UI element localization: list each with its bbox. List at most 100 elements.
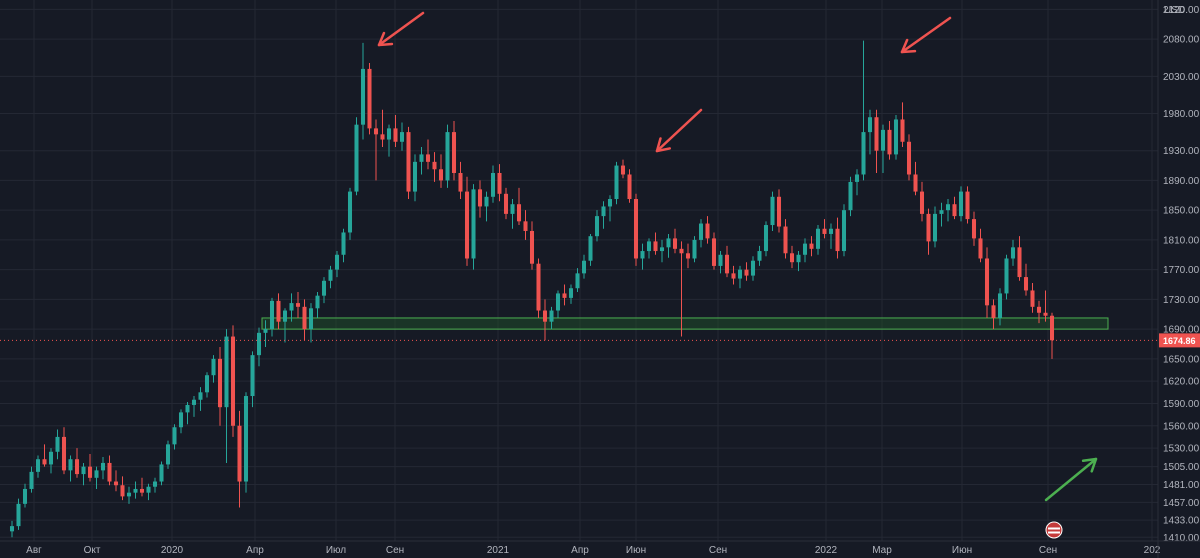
candle-body bbox=[763, 225, 769, 252]
candle-body bbox=[568, 288, 574, 298]
candle-body bbox=[900, 119, 905, 142]
candle-body bbox=[81, 466, 86, 475]
candle-body bbox=[276, 300, 281, 322]
candle-body bbox=[120, 485, 125, 497]
x-tick-label: Апр bbox=[571, 545, 589, 556]
candle-body bbox=[191, 399, 197, 405]
candle-body bbox=[796, 254, 801, 263]
candle-body bbox=[828, 228, 834, 234]
candle-body bbox=[659, 247, 665, 252]
candles-layer bbox=[9, 40, 1055, 538]
candle-body bbox=[68, 459, 73, 471]
candle-body bbox=[48, 451, 54, 465]
candle-body bbox=[263, 329, 268, 333]
candle-body bbox=[347, 191, 353, 233]
candle-body bbox=[991, 305, 996, 318]
candle-body bbox=[22, 488, 28, 504]
candle-body bbox=[1004, 258, 1009, 294]
candle-body bbox=[42, 459, 47, 465]
y-tick-label: 2080.00 bbox=[1163, 35, 1200, 46]
candle-body bbox=[211, 358, 216, 376]
candle-body bbox=[932, 213, 938, 242]
candle-body bbox=[107, 462, 112, 482]
candle-body bbox=[406, 132, 411, 192]
candle-body bbox=[250, 355, 255, 397]
candle-body bbox=[380, 134, 385, 140]
candle-body bbox=[919, 191, 925, 214]
candle-body bbox=[373, 128, 379, 135]
candle-body bbox=[880, 129, 886, 151]
red-arrow-2020-peak-head bbox=[377, 31, 394, 47]
x-tick-label: Сен bbox=[1039, 545, 1057, 556]
candle-body bbox=[282, 310, 288, 322]
candle-body bbox=[243, 396, 249, 482]
candle-body bbox=[256, 332, 262, 356]
candle-body bbox=[386, 128, 392, 140]
y-tick-label: 1730.00 bbox=[1163, 295, 1200, 306]
y-tick-label: 1560.00 bbox=[1163, 421, 1200, 432]
candle-body bbox=[328, 269, 333, 281]
current-price-label: 1674.86 bbox=[1163, 336, 1196, 346]
candle-body bbox=[594, 216, 600, 237]
candle-body bbox=[848, 181, 853, 211]
candle-body bbox=[685, 253, 691, 259]
candle-body bbox=[614, 165, 619, 200]
x-tick-label: Июн bbox=[952, 545, 972, 556]
candle-body bbox=[237, 425, 242, 482]
candle-body bbox=[230, 336, 236, 426]
candle-body bbox=[35, 459, 41, 472]
candle-body bbox=[757, 251, 762, 261]
red-arrow-2022-peak-shaft bbox=[900, 16, 952, 54]
candle-body bbox=[750, 260, 756, 276]
candle-body bbox=[139, 488, 145, 493]
candle-body bbox=[952, 204, 957, 217]
candle-body bbox=[126, 492, 132, 497]
candle-body bbox=[497, 172, 502, 194]
event-marker-stripe bbox=[1048, 531, 1060, 534]
y-tick-label: 1433.00 bbox=[1163, 516, 1200, 527]
candle-body bbox=[490, 172, 496, 197]
candle-body bbox=[575, 273, 580, 289]
event-marker-circle bbox=[1045, 521, 1063, 539]
candle-body bbox=[646, 241, 652, 252]
candle-body bbox=[74, 459, 80, 475]
candle-body bbox=[562, 293, 567, 298]
candle-body bbox=[711, 238, 717, 266]
candle-body bbox=[822, 228, 827, 234]
candle-body bbox=[172, 427, 177, 445]
candle-body bbox=[549, 310, 554, 322]
candle-body bbox=[971, 219, 977, 239]
red-arrow-2021-peak bbox=[655, 108, 703, 153]
y-tick-label: 1410.00 bbox=[1163, 533, 1200, 544]
candle-body bbox=[802, 243, 808, 255]
candle-body bbox=[815, 228, 821, 249]
currency-label: USD bbox=[1164, 5, 1185, 16]
candle-body bbox=[633, 199, 639, 259]
candle-body bbox=[906, 141, 912, 175]
red-arrow-2022-peak-head bbox=[900, 38, 917, 54]
candle-body bbox=[100, 462, 106, 471]
red-arrow-2020-peak-shaft bbox=[377, 11, 425, 47]
candle-body bbox=[165, 444, 171, 465]
candle-body bbox=[1023, 277, 1029, 291]
candle-body bbox=[516, 204, 522, 222]
candle-body bbox=[204, 375, 210, 393]
candle-body bbox=[399, 132, 405, 142]
candle-body bbox=[861, 132, 866, 175]
event-marker-icon[interactable] bbox=[1045, 521, 1063, 539]
candle-body bbox=[302, 306, 307, 330]
candle-body bbox=[477, 189, 483, 207]
current-price-badge bbox=[1159, 333, 1200, 348]
candle-body bbox=[887, 129, 892, 155]
candle-body bbox=[744, 269, 749, 276]
candle-body bbox=[997, 293, 1003, 318]
candle-body bbox=[783, 226, 788, 254]
candle-body bbox=[1043, 312, 1048, 316]
red-arrow-2021-peak-shaft bbox=[655, 108, 703, 153]
candle-body bbox=[432, 161, 437, 170]
x-tick-label: Мар bbox=[872, 545, 892, 556]
